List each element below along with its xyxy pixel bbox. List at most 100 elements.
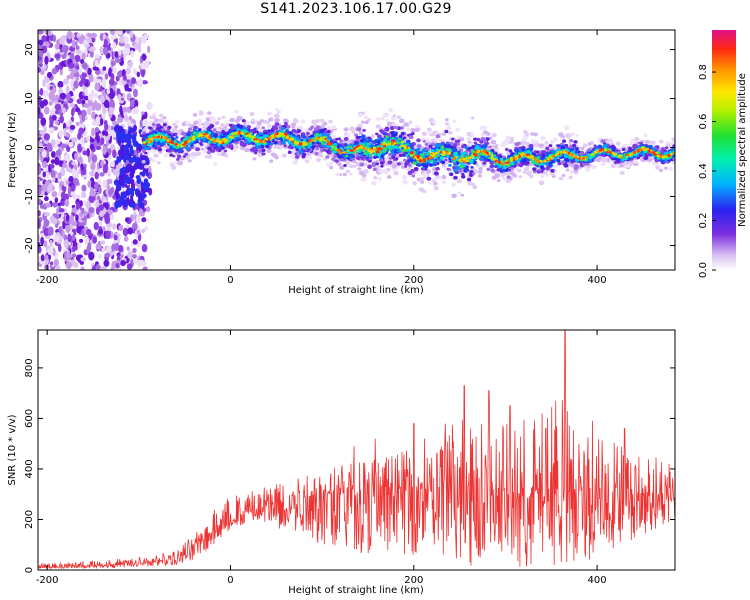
ridge-cell xyxy=(549,139,555,144)
noise-cell xyxy=(90,162,96,171)
ridge-cell xyxy=(675,151,680,155)
ridge-cell xyxy=(615,141,621,146)
ridge-cell xyxy=(419,177,424,181)
noise-cell xyxy=(50,169,56,179)
ridge-cell xyxy=(494,165,498,169)
ridge-cell xyxy=(416,138,421,143)
noise-cell xyxy=(57,160,64,166)
ridge-cell xyxy=(352,164,357,168)
ridge-cell xyxy=(470,132,475,136)
ridge-cell xyxy=(587,142,592,146)
ridge-cell xyxy=(402,179,408,185)
noise-cell xyxy=(63,127,67,137)
ridge-cell xyxy=(380,116,385,121)
noise-cell xyxy=(125,67,131,75)
noise-cell xyxy=(141,243,148,253)
noise-cell xyxy=(87,242,92,248)
ridge-cell xyxy=(424,142,429,146)
ridge-cell xyxy=(486,132,491,136)
noise-cell xyxy=(50,139,56,146)
noise-cell xyxy=(43,133,50,141)
noise-cell xyxy=(132,88,138,98)
noise-cell xyxy=(61,45,66,53)
ridge-cell xyxy=(292,160,298,166)
noise-cell xyxy=(107,209,113,215)
noise-cell xyxy=(51,190,58,198)
ridge-cell xyxy=(175,120,180,124)
noise-cell xyxy=(141,228,146,234)
ridge-cell xyxy=(287,150,292,154)
noise-cell xyxy=(100,160,105,168)
noise-cell xyxy=(108,91,115,100)
ridge-cell xyxy=(364,120,369,124)
ridge-cell xyxy=(239,140,245,145)
ridge-cell xyxy=(538,143,544,148)
noise-cell xyxy=(114,260,121,265)
noise-cell xyxy=(48,182,54,188)
ridge-cell xyxy=(611,144,615,148)
ridge-cell xyxy=(343,164,347,168)
ridge-cell xyxy=(629,142,634,146)
transition-cell xyxy=(128,139,132,147)
transition-cell xyxy=(118,139,122,146)
ridge-cell xyxy=(221,129,226,133)
spectrogram-heatmap xyxy=(38,30,680,270)
noise-cell xyxy=(116,238,120,244)
ridge-cell xyxy=(331,125,337,130)
ridge-cell xyxy=(645,139,650,144)
noise-cell xyxy=(63,239,69,249)
ridge-cell xyxy=(474,169,479,174)
ridge-cell xyxy=(433,171,439,176)
ridge-cell xyxy=(375,132,379,136)
ridge-cell xyxy=(377,177,382,181)
ridge-cell xyxy=(177,160,183,166)
ridge-cell xyxy=(242,144,247,148)
ridge-cell xyxy=(267,111,273,116)
noise-cell xyxy=(75,201,80,210)
noise-cell xyxy=(143,33,150,39)
ridge-cell xyxy=(493,145,499,149)
noise-cell xyxy=(113,234,118,241)
noise-cell xyxy=(117,50,122,56)
ridge-cell xyxy=(195,151,202,156)
noise-cell xyxy=(69,102,75,108)
ridge-cell xyxy=(408,135,414,140)
ridge-cell xyxy=(153,153,159,158)
noise-cell xyxy=(95,145,102,151)
noise-cell xyxy=(136,71,141,78)
noise-cell xyxy=(114,30,119,36)
noise-cell xyxy=(55,94,59,102)
noise-cell xyxy=(144,226,148,231)
noise-cell xyxy=(44,254,49,261)
ridge-cell xyxy=(224,154,229,158)
ridge-cell xyxy=(244,148,249,152)
noise-cell xyxy=(50,159,56,164)
noise-cell xyxy=(38,219,41,229)
ridge-cell xyxy=(151,158,156,163)
ridge-cell xyxy=(565,168,570,172)
noise-cell xyxy=(77,156,83,163)
noise-cell xyxy=(76,32,80,39)
ridge-cell xyxy=(600,139,606,144)
ridge-cell xyxy=(505,148,509,151)
transition-cell xyxy=(131,202,136,209)
ridge-cell xyxy=(448,172,454,177)
ridge-cell xyxy=(451,182,457,187)
ridge-cell xyxy=(345,169,350,174)
ridge-cell xyxy=(192,113,198,117)
noise-cell xyxy=(59,92,67,100)
noise-cell xyxy=(101,89,106,98)
noise-cell xyxy=(101,247,106,253)
ridge-cell xyxy=(456,178,462,184)
noise-cell xyxy=(76,225,82,234)
noise-cell xyxy=(80,257,86,262)
noise-cell xyxy=(105,230,111,240)
ridge-cell xyxy=(370,134,375,138)
noise-cell xyxy=(81,62,88,70)
transition-cell xyxy=(132,136,136,144)
ridge-cell xyxy=(334,159,339,163)
noise-cell xyxy=(79,200,83,207)
ridge-cell xyxy=(319,154,324,158)
ridge-cell xyxy=(223,149,228,153)
ridge-cell xyxy=(544,140,549,144)
